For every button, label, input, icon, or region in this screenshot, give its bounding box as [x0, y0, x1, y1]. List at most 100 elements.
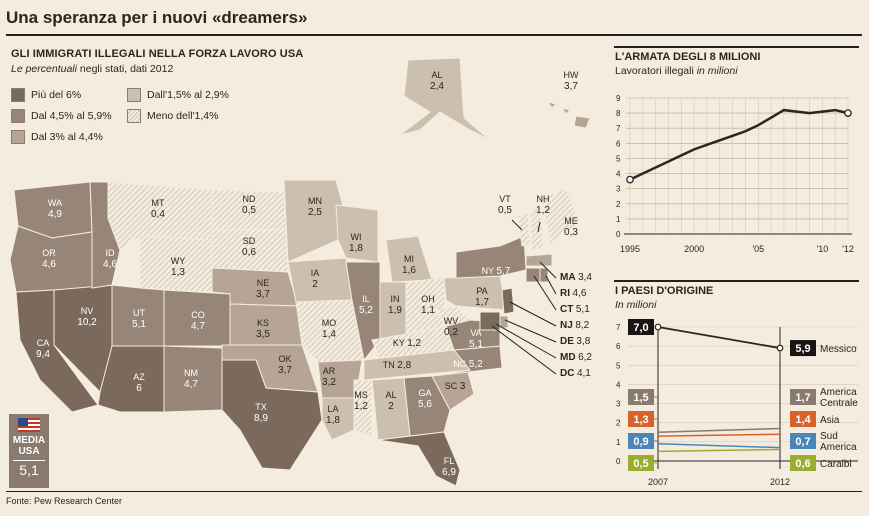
state-abbr: RI — [560, 288, 570, 299]
label-ks: KS 3,5 — [248, 318, 278, 340]
label-co: CO 4,7 — [183, 310, 213, 332]
chart1-xtick-label: '12 — [842, 244, 854, 254]
state-value: 0,3 — [564, 227, 578, 238]
state-value: 0,2 — [444, 327, 458, 338]
legend-label: Dal 3% al 4,4% — [31, 131, 103, 143]
chart1-ytick-label: 8 — [616, 109, 621, 118]
label-wi: WI 1,8 — [341, 232, 371, 254]
legend-label: Dal 4,5% al 5,9% — [31, 110, 112, 122]
state-nj — [501, 287, 515, 315]
legend-item-below14: Meno dell'1,4% — [127, 109, 218, 123]
state-abbr: ID — [105, 248, 115, 258]
media-value: 5,1 — [19, 462, 39, 478]
chart2-series-name: America — [820, 442, 857, 453]
state-value: 2 — [388, 401, 394, 412]
state-abbr: IN — [390, 294, 400, 304]
chart1-ytick-label: 0 — [616, 230, 621, 239]
chart2-ytick-label: 3 — [616, 400, 621, 409]
label-in: IN 1,9 — [380, 294, 410, 316]
state-value: 3,7 — [564, 81, 578, 92]
callout-vt — [511, 219, 523, 231]
label-sc: SC 3 — [440, 381, 470, 392]
label-fl: FL 6,9 — [434, 456, 464, 478]
state-value: 3,5 — [256, 329, 270, 340]
map-subtitle-rest: negli stati, dati 2012 — [76, 63, 174, 75]
chart2-ytick-label: 2 — [616, 419, 621, 428]
chart2-label-box — [628, 411, 654, 427]
state-value: 2,5 — [308, 207, 322, 218]
state-abbr: OK — [278, 354, 292, 364]
chart2-series-line — [657, 443, 781, 449]
chart2-value-label: 5,9 — [795, 343, 810, 355]
state-value: 4,6 — [103, 259, 117, 270]
chart2-xtick-label: 2007 — [648, 477, 668, 487]
state-abbr: NM — [184, 368, 198, 378]
label-ok: OK 3,7 — [270, 354, 300, 376]
state-value: 0,6 — [242, 247, 256, 258]
chart2-value-label: 7,0 — [633, 322, 648, 334]
state-value: 1,2 — [407, 338, 422, 349]
state-abbr: NE — [256, 278, 270, 288]
callout-label-de: DE 3,8 — [560, 336, 600, 347]
map-subtitle: Le percentuali negli stati, dati 2012 — [11, 63, 173, 75]
chart2-series-name: America — [820, 387, 857, 398]
state-fl — [377, 431, 461, 487]
state-tx — [221, 359, 323, 471]
state-abbr: TX — [255, 402, 267, 412]
label-oh: OH 1,1 — [413, 294, 443, 316]
state-abbr: FL — [443, 456, 455, 466]
chart2-series-name: Caraibi — [820, 459, 852, 470]
page-title: Una speranza per i nuovi «dreamers» — [6, 8, 308, 27]
state-value: 2 — [312, 279, 318, 290]
legend-item-3: Dal 3% al 4,4% — [11, 130, 103, 144]
label-tx: TX 8,9 — [246, 402, 276, 424]
state-abbr: DC — [560, 368, 575, 379]
state-value: 1,6 — [402, 265, 416, 276]
label-id: ID 4,6 — [95, 248, 125, 270]
callout-label-ri: RI 4,6 — [560, 288, 600, 299]
state-hw — [546, 101, 591, 129]
chart1-ytick-label: 9 — [616, 94, 621, 103]
state-value: 5,1 — [575, 304, 590, 315]
chart2-value-label: 0,5 — [633, 458, 648, 470]
chart1-ytick-label: 1 — [616, 215, 621, 224]
callout-ct — [533, 275, 557, 311]
label-nm: NM 4,7 — [176, 368, 206, 390]
callout-ma — [539, 261, 557, 279]
state-value: 1,8 — [326, 415, 340, 426]
label-wv: WV 0,2 — [436, 316, 466, 338]
source-note: Fonte: Pew Research Center — [6, 496, 123, 506]
label-mn: MN 2,5 — [300, 196, 330, 218]
state-ga — [403, 375, 451, 437]
state-value: 1,9 — [388, 305, 402, 316]
state-value: 0,4 — [151, 209, 165, 220]
chart2-top-rule — [614, 280, 859, 282]
chart1-xtick-label: 2000 — [684, 244, 704, 254]
chart2-ytick-label: 7 — [616, 323, 621, 332]
callout-ri — [545, 275, 557, 295]
chart2-label-box — [628, 389, 654, 405]
state-value: 10,2 — [77, 317, 97, 328]
callout-label-ct: CT 5,1 — [560, 304, 600, 315]
chart1-ytick-label: 7 — [616, 124, 621, 133]
label-hw: HW 3,7 — [556, 70, 586, 92]
state-abbr: MT — [151, 198, 165, 208]
state-value: 4,6 — [572, 288, 587, 299]
chart2-subtitle-italic: In milioni — [615, 299, 657, 311]
state-abbr: WY — [170, 256, 186, 266]
state-abbr: KY — [392, 338, 405, 348]
state-value: 0,5 — [242, 205, 256, 216]
chart1-xtick-label: 1995 — [620, 244, 640, 254]
state-abbr: MI — [404, 254, 414, 264]
chart2-point — [654, 323, 662, 331]
legend-label: Più del 6% — [31, 89, 82, 101]
chart2-label-box — [790, 411, 816, 427]
state-abbr: MD — [560, 352, 576, 363]
state-abbr: CO — [191, 310, 205, 320]
state-md — [479, 311, 501, 331]
state-ct — [525, 267, 541, 283]
chart2-series-name: Sud — [820, 431, 838, 442]
state-value: 2,4 — [430, 81, 444, 92]
state-abbr: WI — [350, 232, 362, 242]
